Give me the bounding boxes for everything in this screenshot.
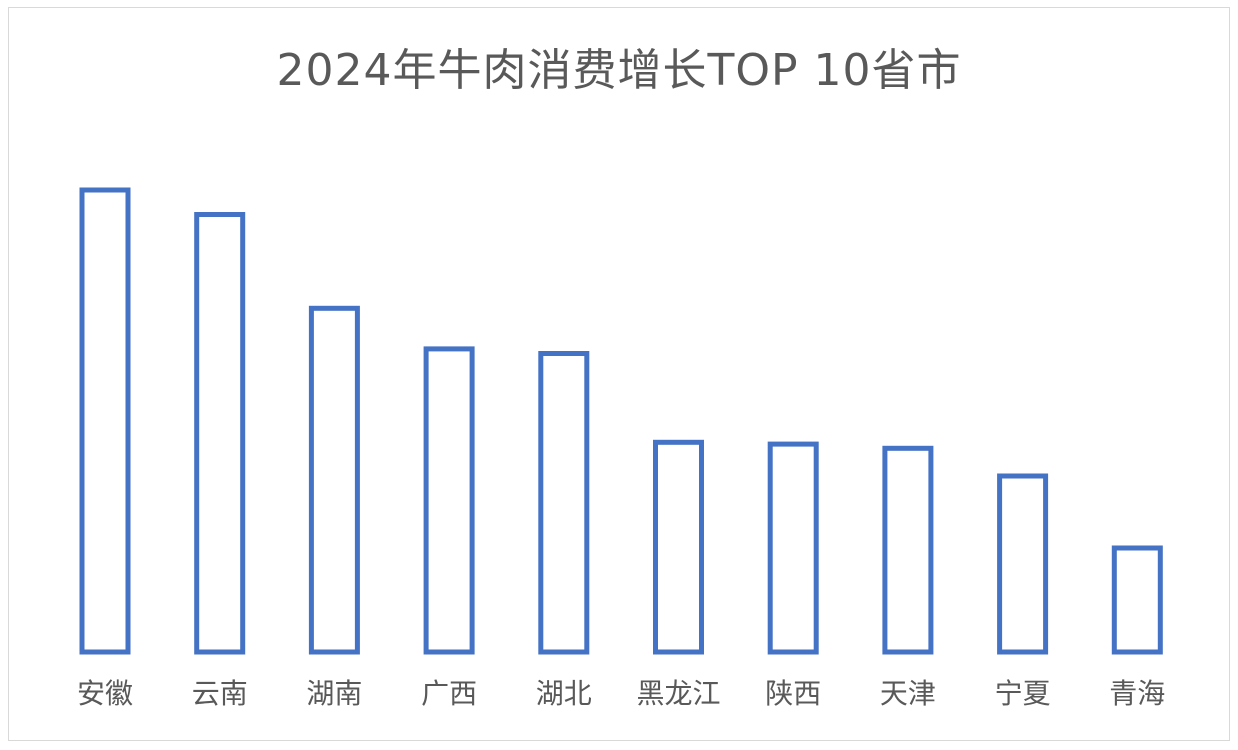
bar-安徽	[79, 187, 131, 655]
x-tick-label: 天津	[880, 677, 936, 710]
x-tick-label: 广西	[421, 677, 477, 710]
x-tick-label: 黑龙江	[636, 677, 720, 710]
chart-title: 2024年牛肉消费增长TOP 10省市	[276, 45, 962, 96]
x-tick-label: 陕西	[765, 677, 821, 710]
x-tick-label: 青海	[1109, 677, 1165, 710]
x-tick-label: 湖南	[306, 677, 362, 710]
bar-云南	[194, 212, 246, 655]
x-tick-label: 宁夏	[995, 677, 1051, 710]
bar-天津	[882, 445, 934, 655]
bar-宁夏	[997, 473, 1049, 655]
x-tick-label: 安徽	[77, 677, 133, 710]
bar-陕西	[767, 441, 819, 655]
bar-湖北	[538, 351, 590, 655]
x-tick-label: 湖北	[536, 677, 592, 710]
bar-湖南	[308, 305, 360, 655]
bar-广西	[423, 346, 475, 655]
x-tick-label: 云南	[192, 677, 248, 710]
bar-黑龙江	[653, 439, 704, 655]
bar-青海	[1111, 545, 1163, 655]
